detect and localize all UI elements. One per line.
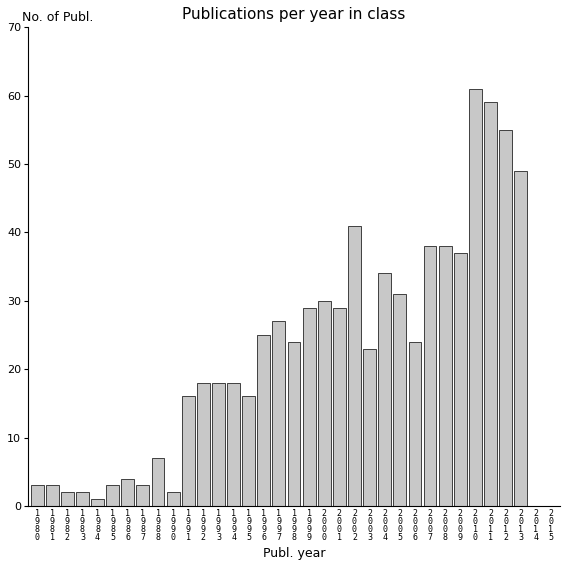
Bar (212, 383, 225, 506)
Bar (257, 335, 270, 506)
Bar (61, 492, 74, 506)
Bar (348, 226, 361, 506)
Text: No. of Publ.: No. of Publ. (22, 11, 94, 24)
Bar (454, 253, 467, 506)
Bar (333, 307, 346, 506)
Bar (106, 485, 119, 506)
Bar (409, 342, 421, 506)
Bar (318, 301, 331, 506)
Bar (242, 396, 255, 506)
Bar (287, 342, 301, 506)
Bar (227, 383, 240, 506)
Bar (197, 383, 210, 506)
Bar (393, 294, 407, 506)
Bar (137, 485, 149, 506)
Bar (76, 492, 89, 506)
Bar (91, 499, 104, 506)
Bar (514, 171, 527, 506)
Bar (182, 396, 194, 506)
Bar (31, 485, 44, 506)
Bar (46, 485, 58, 506)
Bar (424, 246, 437, 506)
Title: Publications per year in class: Publications per year in class (183, 7, 406, 22)
Bar (363, 349, 376, 506)
Bar (151, 458, 164, 506)
Bar (303, 307, 316, 506)
Bar (167, 492, 180, 506)
Bar (469, 89, 482, 506)
Bar (121, 479, 134, 506)
Bar (499, 130, 512, 506)
X-axis label: Publ. year: Publ. year (263, 547, 325, 560)
Bar (439, 246, 451, 506)
Bar (273, 321, 285, 506)
Bar (484, 103, 497, 506)
Bar (378, 273, 391, 506)
